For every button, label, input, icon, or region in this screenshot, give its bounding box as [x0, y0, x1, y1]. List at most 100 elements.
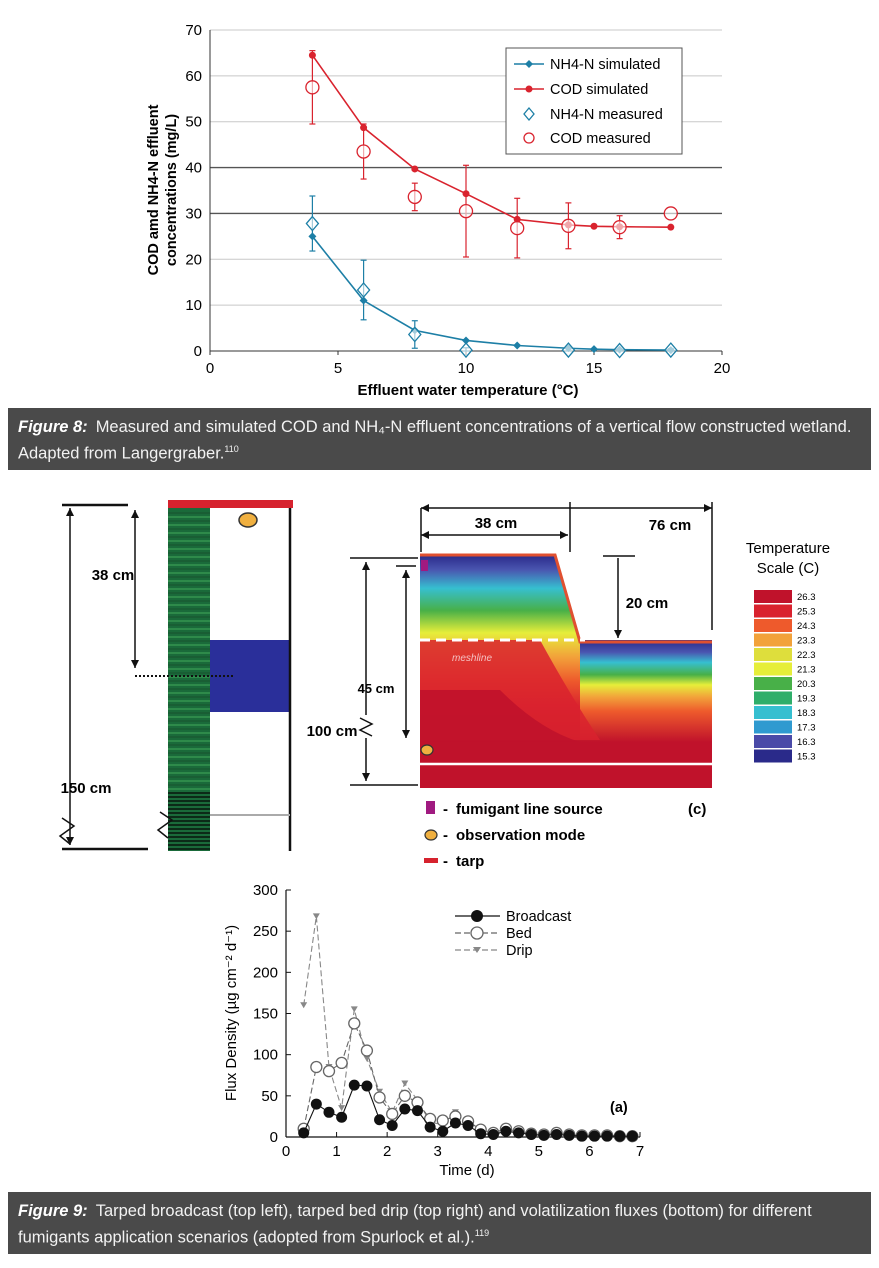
stripe [168, 732, 210, 734]
fig8-point-cod-meas [561, 218, 576, 233]
stripe [168, 584, 210, 586]
figure9-caption-text: Tarped broadcast (top left), tarped bed … [18, 1202, 812, 1247]
fig9-point-drip [312, 913, 320, 920]
fig8-ytick-label: 70 [185, 22, 202, 39]
figure9-caption-label: Figure 9: [18, 1202, 88, 1220]
stripe [168, 788, 210, 790]
fig9-ytick-label: 0 [270, 1129, 278, 1146]
fig9-point-bed [436, 1114, 449, 1127]
fumigant-source-icon [421, 560, 428, 571]
stripe [168, 744, 210, 746]
fig9-point-broadcast [500, 1125, 512, 1137]
stripe [168, 628, 210, 630]
stripe [168, 576, 210, 578]
left-label-150cm: 150 cm [61, 780, 112, 797]
fig9-point-broadcast [399, 1103, 411, 1115]
stripe [168, 828, 210, 830]
stripe [168, 544, 210, 546]
fig9-point-bed [310, 1060, 323, 1074]
scale-swatch [754, 720, 792, 734]
scale-title-2: Scale (C) [757, 560, 820, 577]
fig9-point-broadcast [462, 1119, 474, 1131]
fig9-ytick-label: 300 [253, 882, 278, 899]
fig8-xtick-label: 10 [458, 360, 475, 377]
stripe [168, 660, 210, 662]
scale-value: 24.3 [797, 621, 816, 632]
stripe [168, 620, 210, 622]
stripe [168, 692, 210, 694]
scale-value: 17.3 [797, 723, 816, 734]
stripe [168, 672, 210, 674]
svg-text:-: - [443, 853, 448, 870]
right-label-20cm: 20 cm [626, 595, 669, 612]
fig8-point-cod-sim [667, 223, 675, 231]
scale-value: 16.3 [797, 737, 816, 748]
stripe [168, 736, 210, 738]
legend-observation-icon [424, 829, 438, 841]
fig8-legend-cod-sim: COD simulated [550, 82, 648, 98]
stripe [168, 684, 210, 686]
fig8-legend-cod-meas: COD measured [550, 131, 651, 147]
legend-observation-mode: observation mode [456, 827, 585, 844]
stripe [168, 748, 210, 750]
stripe [168, 820, 210, 822]
legend-fumigant-source: fumigant line source [456, 801, 603, 818]
fig8-legend-nh4-sim: NH4-N simulated [550, 57, 660, 73]
stripe [168, 696, 210, 698]
fig9-point-broadcast [374, 1114, 386, 1126]
fig8-point-nh4-meas [459, 342, 473, 359]
stripe [168, 652, 210, 654]
fig9-xtick-label: 7 [636, 1143, 644, 1160]
stripe [168, 636, 210, 638]
figure9-caption-ref: 119 [474, 1228, 490, 1238]
fig9-xtick-label: 1 [332, 1143, 340, 1160]
scale-swatch [754, 648, 792, 661]
tarp-bar [168, 500, 293, 508]
fig8-point-nh4-sim [462, 336, 470, 345]
fig9-xtick-label: 0 [282, 1143, 290, 1160]
fig9-point-broadcast [525, 1129, 537, 1141]
observation-node-icon [238, 512, 258, 528]
fig9-xtick-label: 4 [484, 1143, 492, 1160]
fig9-point-broadcast [626, 1130, 638, 1142]
stripe [168, 700, 210, 702]
fig8-point-nh4-sim [590, 345, 598, 354]
fig8-point-nh4-meas [407, 326, 422, 343]
scale-swatch [754, 590, 792, 603]
stripe [168, 532, 210, 534]
fig9-point-broadcast [386, 1119, 398, 1131]
fig9-point-broadcast [449, 1117, 461, 1129]
scale-swatch [754, 619, 792, 632]
fig9-point-broadcast [298, 1127, 310, 1139]
fig9-point-broadcast [614, 1130, 626, 1142]
figure8-caption-text: Measured and simulated COD and NH₄-N eff… [18, 418, 852, 463]
fig9-point-broadcast [411, 1105, 423, 1117]
fig9-point-bed [335, 1056, 348, 1070]
scale-value: 18.3 [797, 708, 816, 719]
fig8-point-cod-meas [407, 189, 422, 205]
stripe [168, 536, 210, 538]
stripe [168, 552, 210, 554]
scale-swatch [754, 735, 792, 748]
stripe [168, 520, 210, 522]
figure9-flux-chart: 0 50 100 150 200 250 300 0 1 2 3 4 5 6 7 Time (d) Flux… [223, 882, 644, 1179]
stripe [168, 612, 210, 614]
fumigant-band [210, 640, 290, 712]
fig9-point-bed [386, 1107, 399, 1121]
fig9-point-broadcast [475, 1128, 487, 1140]
fig9-point-broadcast [601, 1130, 613, 1142]
fig8-point-cod-meas [458, 203, 474, 219]
fig8-point-cod-meas [356, 144, 371, 159]
scale-value: 25.3 [797, 607, 816, 618]
stripe [168, 656, 210, 658]
stripe [168, 728, 210, 730]
fig9-point-broadcast [487, 1129, 499, 1141]
stripe [168, 756, 210, 758]
svg-text:-: - [443, 827, 448, 844]
figure8-caption-label: Figure 8: [18, 418, 88, 436]
fig8-ylabel-line2: concentrations (mg/L) [164, 114, 180, 266]
fig8-point-cod-meas [510, 220, 525, 236]
stripe [168, 580, 210, 582]
stripe [168, 780, 210, 782]
stripe [168, 588, 210, 590]
